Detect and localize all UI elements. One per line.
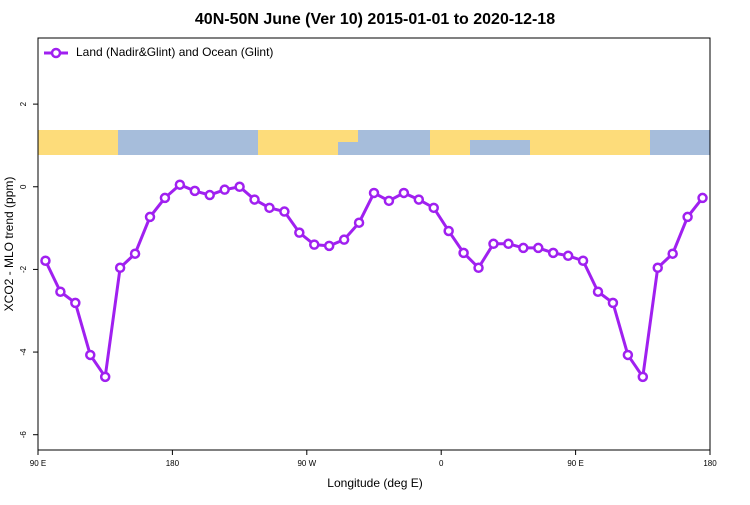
x-tick-label: 90 E	[567, 459, 583, 468]
data-point	[368, 187, 380, 199]
data-point	[622, 349, 634, 361]
data-point	[114, 262, 126, 274]
data-point	[473, 262, 484, 274]
data-point	[398, 187, 410, 199]
data-point	[219, 184, 230, 195]
data-point	[264, 202, 275, 214]
y-axis-label: XCO2 - MLO trend (ppm)	[2, 177, 16, 312]
x-axis-label: Longitude (deg E)	[327, 476, 422, 490]
data-point	[323, 240, 335, 252]
data-line	[44, 182, 704, 381]
data-point	[129, 248, 141, 259]
data-point	[503, 238, 514, 250]
data-point	[234, 181, 245, 193]
data-point	[458, 247, 469, 259]
x-tick-label: 180	[703, 459, 717, 468]
data-point	[55, 286, 66, 297]
data-point	[518, 242, 529, 254]
data-point	[547, 247, 559, 259]
y-tick-label: -6	[19, 431, 28, 439]
x-tick-label: 90 E	[30, 459, 46, 468]
data-point	[249, 194, 260, 205]
data-point	[428, 202, 439, 214]
data-point	[488, 238, 499, 250]
data-point	[443, 225, 454, 237]
data-point	[294, 227, 305, 238]
data-point	[338, 234, 350, 245]
data-point	[204, 189, 215, 201]
data-point	[682, 211, 693, 223]
x-tick-label: 90 W	[297, 459, 316, 468]
data-point	[533, 242, 544, 254]
y-tick-label: 0	[19, 184, 28, 189]
data-point	[70, 297, 81, 309]
y-tick-label: -4	[19, 348, 28, 356]
data-point	[174, 179, 186, 190]
data-point	[40, 255, 51, 266]
data-point	[697, 192, 708, 204]
data-point	[309, 239, 320, 250]
legend-marker	[50, 47, 62, 59]
data-point	[607, 297, 619, 309]
data-point	[189, 185, 201, 197]
data-point	[592, 286, 604, 297]
x-tick-label: 180	[166, 459, 180, 468]
data-point	[637, 371, 649, 383]
data-point	[413, 194, 425, 205]
y-tick-label: -2	[19, 265, 28, 273]
legend-label: Land (Nadir&Glint) and Ocean (Glint)	[76, 45, 273, 59]
data-point	[99, 371, 111, 383]
data-point	[383, 195, 395, 207]
data-point	[159, 192, 171, 204]
data-point	[667, 248, 678, 259]
data-point	[85, 349, 96, 361]
data-point	[652, 262, 663, 274]
y-tick-label: 2	[19, 101, 28, 106]
plot-frame	[37, 37, 711, 451]
data-point	[353, 217, 365, 228]
chart-title: 40N-50N June (Ver 10) 2015-01-01 to 2020…	[195, 11, 555, 28]
data-point	[144, 211, 156, 223]
data-point	[562, 250, 574, 262]
data-point	[577, 255, 589, 266]
x-tick-label: 0	[439, 459, 444, 468]
map-strip	[38, 130, 710, 155]
data-point	[279, 206, 290, 217]
